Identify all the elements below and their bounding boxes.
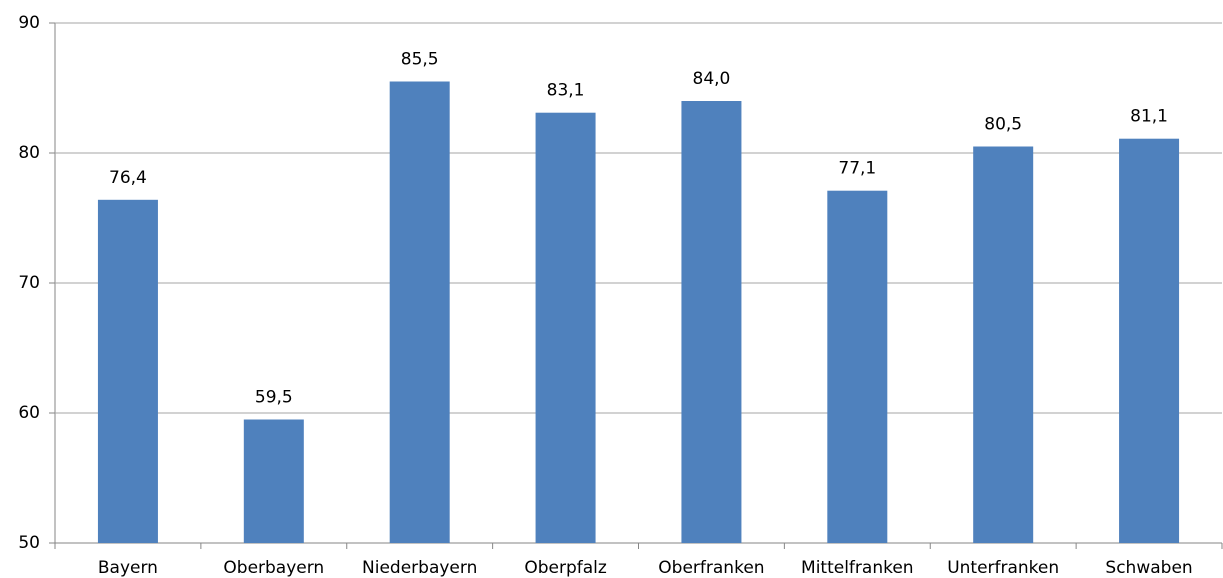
bar bbox=[681, 101, 742, 543]
bar bbox=[389, 81, 450, 543]
x-tick-label: Unterfranken bbox=[947, 558, 1059, 578]
x-tick-label: Oberpfalz bbox=[524, 558, 607, 578]
x-tick-label: Mittelfranken bbox=[801, 558, 914, 578]
x-tick-label: Schwaben bbox=[1105, 558, 1192, 578]
data-label: 84,0 bbox=[693, 69, 731, 89]
data-label: 83,1 bbox=[547, 81, 585, 101]
bar bbox=[973, 146, 1034, 543]
y-tick-label: 80 bbox=[18, 143, 40, 163]
y-tick-label: 50 bbox=[18, 533, 40, 553]
y-tick-label: 90 bbox=[18, 13, 40, 33]
x-tick-label: Oberbayern bbox=[223, 558, 324, 578]
x-tick-label: Oberfranken bbox=[658, 558, 764, 578]
x-tick-label: Bayern bbox=[98, 558, 158, 578]
bar bbox=[535, 112, 596, 543]
data-label: 81,1 bbox=[1130, 107, 1168, 127]
data-label: 80,5 bbox=[984, 115, 1022, 135]
bar bbox=[1119, 138, 1180, 543]
bar bbox=[827, 190, 888, 543]
data-label: 77,1 bbox=[838, 159, 876, 179]
data-label: 76,4 bbox=[109, 168, 147, 188]
bar bbox=[97, 199, 158, 544]
x-tick-label: Niederbayern bbox=[362, 558, 477, 578]
y-tick-label: 70 bbox=[18, 273, 40, 293]
data-label: 85,5 bbox=[401, 50, 439, 70]
bar bbox=[243, 419, 304, 543]
data-label: 59,5 bbox=[255, 388, 293, 408]
y-tick-label: 60 bbox=[18, 403, 40, 423]
